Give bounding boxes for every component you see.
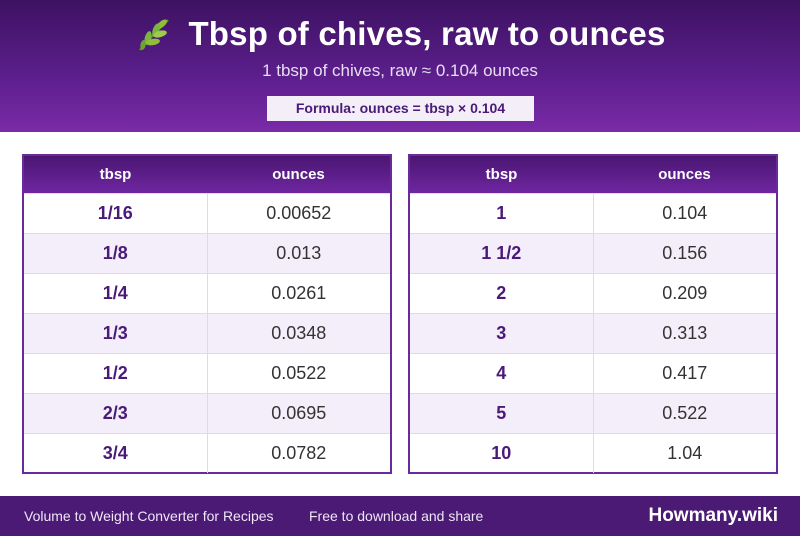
column-header-ounces: ounces bbox=[593, 156, 776, 193]
title-row: Tbsp of chives, raw to ounces bbox=[0, 14, 800, 54]
tbsp-cell: 1/16 bbox=[24, 192, 208, 233]
footer-note: Free to download and share bbox=[309, 508, 484, 524]
table-header-row: tbsp ounces bbox=[24, 156, 390, 193]
table-row: 1 0.104 bbox=[410, 192, 776, 233]
ounces-cell: 0.209 bbox=[593, 272, 776, 313]
ounces-cell: 0.0522 bbox=[207, 352, 390, 393]
table-row: 2 0.209 bbox=[410, 272, 776, 313]
table-row: 10 1.04 bbox=[410, 432, 776, 473]
tbsp-cell: 2 bbox=[410, 272, 594, 313]
table-row: 1 1/2 0.156 bbox=[410, 232, 776, 273]
column-header-ounces: ounces bbox=[207, 156, 390, 193]
conversion-summary: 1 tbsp of chives, raw ≈ 0.104 ounces bbox=[262, 61, 538, 80]
table-row: 1/8 0.013 bbox=[24, 232, 390, 273]
ounces-cell: 0.313 bbox=[593, 312, 776, 353]
tbsp-cell: 1/4 bbox=[24, 272, 208, 313]
ounces-cell: 0.013 bbox=[207, 232, 390, 273]
tbsp-cell: 4 bbox=[410, 352, 594, 393]
tbsp-cell: 3/4 bbox=[24, 432, 208, 473]
ounces-cell: 0.00652 bbox=[207, 192, 390, 233]
ounces-cell: 0.0261 bbox=[207, 272, 390, 313]
footer-description: Volume to Weight Converter for Recipes bbox=[24, 508, 274, 524]
ounces-cell: 0.0348 bbox=[207, 312, 390, 353]
header-banner: Tbsp of chives, raw to ounces 1 tbsp of … bbox=[0, 0, 800, 132]
table-row: 1/3 0.0348 bbox=[24, 312, 390, 353]
table-header-row: tbsp ounces bbox=[410, 156, 776, 193]
ounces-cell: 0.156 bbox=[593, 232, 776, 273]
tbsp-cell: 3 bbox=[410, 312, 594, 353]
conversion-table-right: tbsp ounces 1 0.104 1 1/2 0.156 2 0.209 3 0.… bbox=[408, 154, 778, 474]
table-row: 3/4 0.0782 bbox=[24, 432, 390, 473]
column-header-tbsp: tbsp bbox=[410, 156, 593, 193]
table-row: 5 0.522 bbox=[410, 392, 776, 433]
tbsp-cell: 1/3 bbox=[24, 312, 208, 353]
table-row: 1/4 0.0261 bbox=[24, 272, 390, 313]
column-header-tbsp: tbsp bbox=[24, 156, 207, 193]
tbsp-cell: 5 bbox=[410, 392, 594, 433]
table-row: 1/2 0.0522 bbox=[24, 352, 390, 393]
ounces-cell: 0.104 bbox=[593, 192, 776, 233]
tbsp-cell: 1 1/2 bbox=[410, 232, 594, 273]
page-title: Tbsp of chives, raw to ounces bbox=[188, 15, 666, 52]
tbsp-cell: 1 bbox=[410, 192, 594, 233]
brand-logo-text[interactable]: Howmany.wiki bbox=[648, 505, 778, 526]
footer-bar: Volume to Weight Converter for Recipes F… bbox=[0, 496, 800, 536]
herb-leaf-icon bbox=[134, 14, 174, 54]
ounces-cell: 0.0782 bbox=[207, 432, 390, 473]
table-row: 4 0.417 bbox=[410, 352, 776, 393]
tbsp-cell: 2/3 bbox=[24, 392, 208, 433]
ounces-cell: 0.0695 bbox=[207, 392, 390, 433]
formula-badge: Formula: ounces = tbsp × 0.104 bbox=[267, 96, 534, 121]
tbsp-cell: 1/2 bbox=[24, 352, 208, 393]
conversion-table-left: tbsp ounces 1/16 0.00652 1/8 0.013 1/4 0.02… bbox=[22, 154, 392, 474]
tbsp-cell: 1/8 bbox=[24, 232, 208, 273]
table-row: 1/16 0.00652 bbox=[24, 192, 390, 233]
ounces-cell: 0.417 bbox=[593, 352, 776, 393]
table-row: 2/3 0.0695 bbox=[24, 392, 390, 433]
table-row: 3 0.313 bbox=[410, 312, 776, 353]
tbsp-cell: 10 bbox=[410, 432, 594, 473]
ounces-cell: 1.04 bbox=[593, 432, 776, 473]
ounces-cell: 0.522 bbox=[593, 392, 776, 433]
